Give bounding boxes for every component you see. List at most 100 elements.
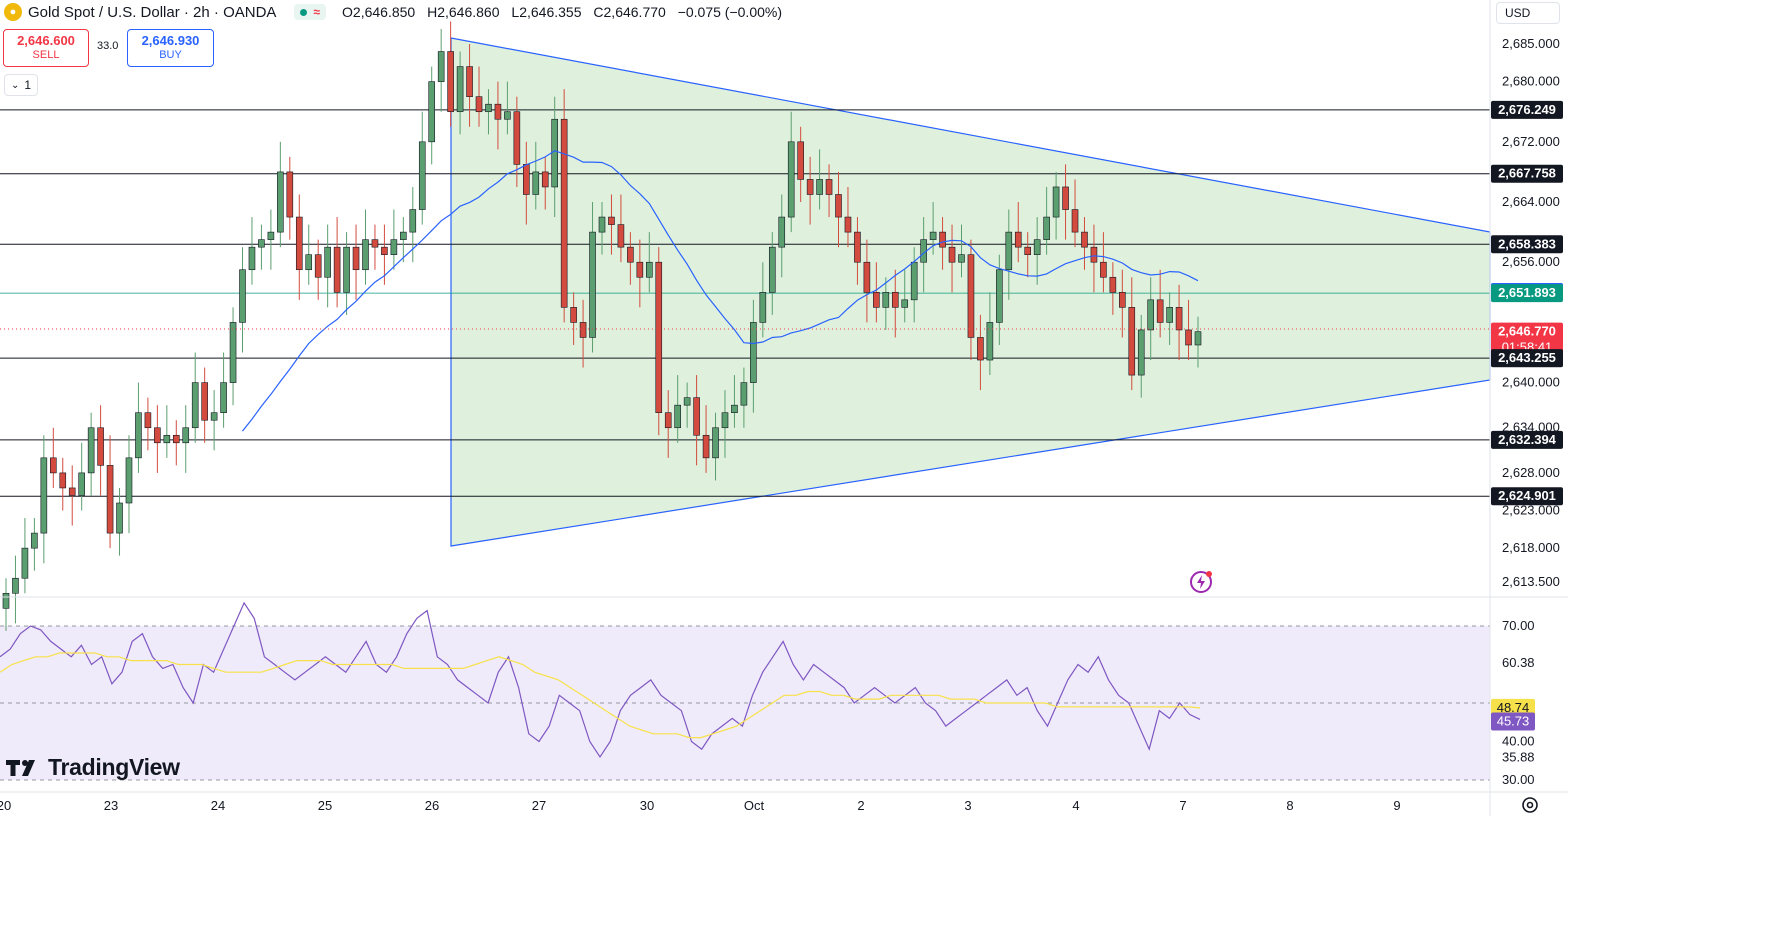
candle[interactable]: [579, 322, 587, 338]
candle[interactable]: [759, 292, 767, 323]
candle[interactable]: [182, 427, 190, 444]
candle[interactable]: [1014, 231, 1022, 248]
candle[interactable]: [627, 246, 634, 263]
candle[interactable]: [456, 66, 464, 113]
candle[interactable]: [116, 502, 123, 534]
candle[interactable]: [371, 239, 379, 248]
candle[interactable]: [144, 412, 152, 429]
sell-button[interactable]: 2,646.600 SELL: [3, 29, 89, 67]
candle[interactable]: [485, 103, 492, 113]
candle[interactable]: [693, 397, 700, 436]
candle[interactable]: [778, 216, 786, 248]
candle[interactable]: [608, 216, 615, 225]
candle[interactable]: [97, 427, 104, 466]
candle[interactable]: [1100, 261, 1107, 278]
candle[interactable]: [513, 111, 521, 165]
candle[interactable]: [1185, 329, 1192, 346]
candle[interactable]: [504, 111, 511, 120]
candle[interactable]: [664, 412, 672, 429]
candle[interactable]: [390, 239, 398, 255]
market-status[interactable]: ≈: [294, 4, 327, 20]
candle[interactable]: [731, 404, 738, 413]
candle[interactable]: [1137, 329, 1145, 376]
candle[interactable]: [570, 307, 577, 323]
candle[interactable]: [958, 254, 965, 263]
tradingview-logo[interactable]: TradingView: [6, 754, 180, 781]
candle[interactable]: [314, 254, 322, 278]
gear-icon[interactable]: [1520, 795, 1540, 815]
candle[interactable]: [882, 292, 890, 308]
candle[interactable]: [59, 472, 67, 489]
indicators-toggle[interactable]: ⌄ 1: [4, 74, 38, 96]
candle[interactable]: [787, 141, 795, 218]
candle[interactable]: [1071, 209, 1079, 233]
candle[interactable]: [740, 382, 748, 406]
chart-canvas[interactable]: 2,685.000 2,680.000 2,672.000 2,664.000 2,65…: [0, 0, 1568, 816]
candle[interactable]: [333, 246, 341, 293]
candle[interactable]: [1033, 239, 1041, 255]
candle[interactable]: [1005, 231, 1013, 271]
candle[interactable]: [986, 322, 994, 361]
candle[interactable]: [362, 239, 369, 271]
candle[interactable]: [2, 592, 10, 609]
candle[interactable]: [210, 412, 218, 421]
candle[interactable]: [1147, 299, 1154, 331]
candle[interactable]: [466, 66, 473, 97]
candle[interactable]: [1043, 216, 1050, 240]
candle[interactable]: [1166, 307, 1173, 323]
candle[interactable]: [1081, 231, 1088, 248]
candle[interactable]: [844, 216, 852, 233]
candle[interactable]: [50, 457, 57, 474]
lightning-alert-icon[interactable]: [1188, 569, 1214, 595]
candle[interactable]: [494, 103, 502, 120]
candle[interactable]: [655, 261, 663, 413]
candle[interactable]: [87, 427, 95, 474]
candle[interactable]: [806, 179, 814, 195]
candle[interactable]: [1090, 246, 1098, 263]
candle[interactable]: [598, 216, 606, 233]
candle[interactable]: [248, 246, 256, 271]
buy-button[interactable]: 2,646.930 BUY: [127, 29, 214, 67]
candle[interactable]: [617, 224, 625, 248]
candle[interactable]: [541, 171, 549, 188]
candle[interactable]: [40, 457, 48, 534]
candle[interactable]: [277, 171, 284, 233]
candle[interactable]: [400, 231, 407, 240]
candle[interactable]: [854, 231, 861, 263]
candle[interactable]: [1194, 331, 1202, 346]
candle[interactable]: [21, 547, 29, 579]
candle[interactable]: [154, 427, 161, 444]
candle[interactable]: [68, 487, 76, 496]
candle[interactable]: [352, 246, 360, 271]
candle[interactable]: [816, 179, 823, 195]
candle[interactable]: [1119, 292, 1126, 308]
candle[interactable]: [239, 269, 246, 323]
candle[interactable]: [967, 254, 975, 338]
candle[interactable]: [929, 231, 937, 240]
candle[interactable]: [125, 457, 133, 504]
candle[interactable]: [12, 577, 19, 594]
candle[interactable]: [646, 261, 653, 278]
candle[interactable]: [1052, 186, 1060, 218]
candle[interactable]: [977, 337, 984, 361]
candle[interactable]: [712, 427, 719, 459]
candle[interactable]: [409, 209, 417, 233]
candle[interactable]: [939, 231, 946, 248]
candle[interactable]: [191, 382, 199, 429]
candle[interactable]: [523, 164, 530, 195]
candle[interactable]: [1109, 276, 1117, 293]
candle[interactable]: [750, 322, 757, 383]
candle[interactable]: [163, 434, 171, 444]
candle[interactable]: [201, 382, 208, 421]
candle[interactable]: [835, 194, 842, 218]
candle[interactable]: [172, 434, 180, 444]
candle[interactable]: [220, 382, 227, 413]
candle[interactable]: [901, 299, 909, 308]
candle[interactable]: [1062, 186, 1069, 210]
candle[interactable]: [1024, 246, 1032, 255]
candle[interactable]: [343, 246, 350, 293]
candle[interactable]: [1128, 307, 1136, 376]
candle[interactable]: [106, 465, 114, 534]
candle[interactable]: [589, 231, 596, 338]
candle[interactable]: [873, 292, 880, 308]
